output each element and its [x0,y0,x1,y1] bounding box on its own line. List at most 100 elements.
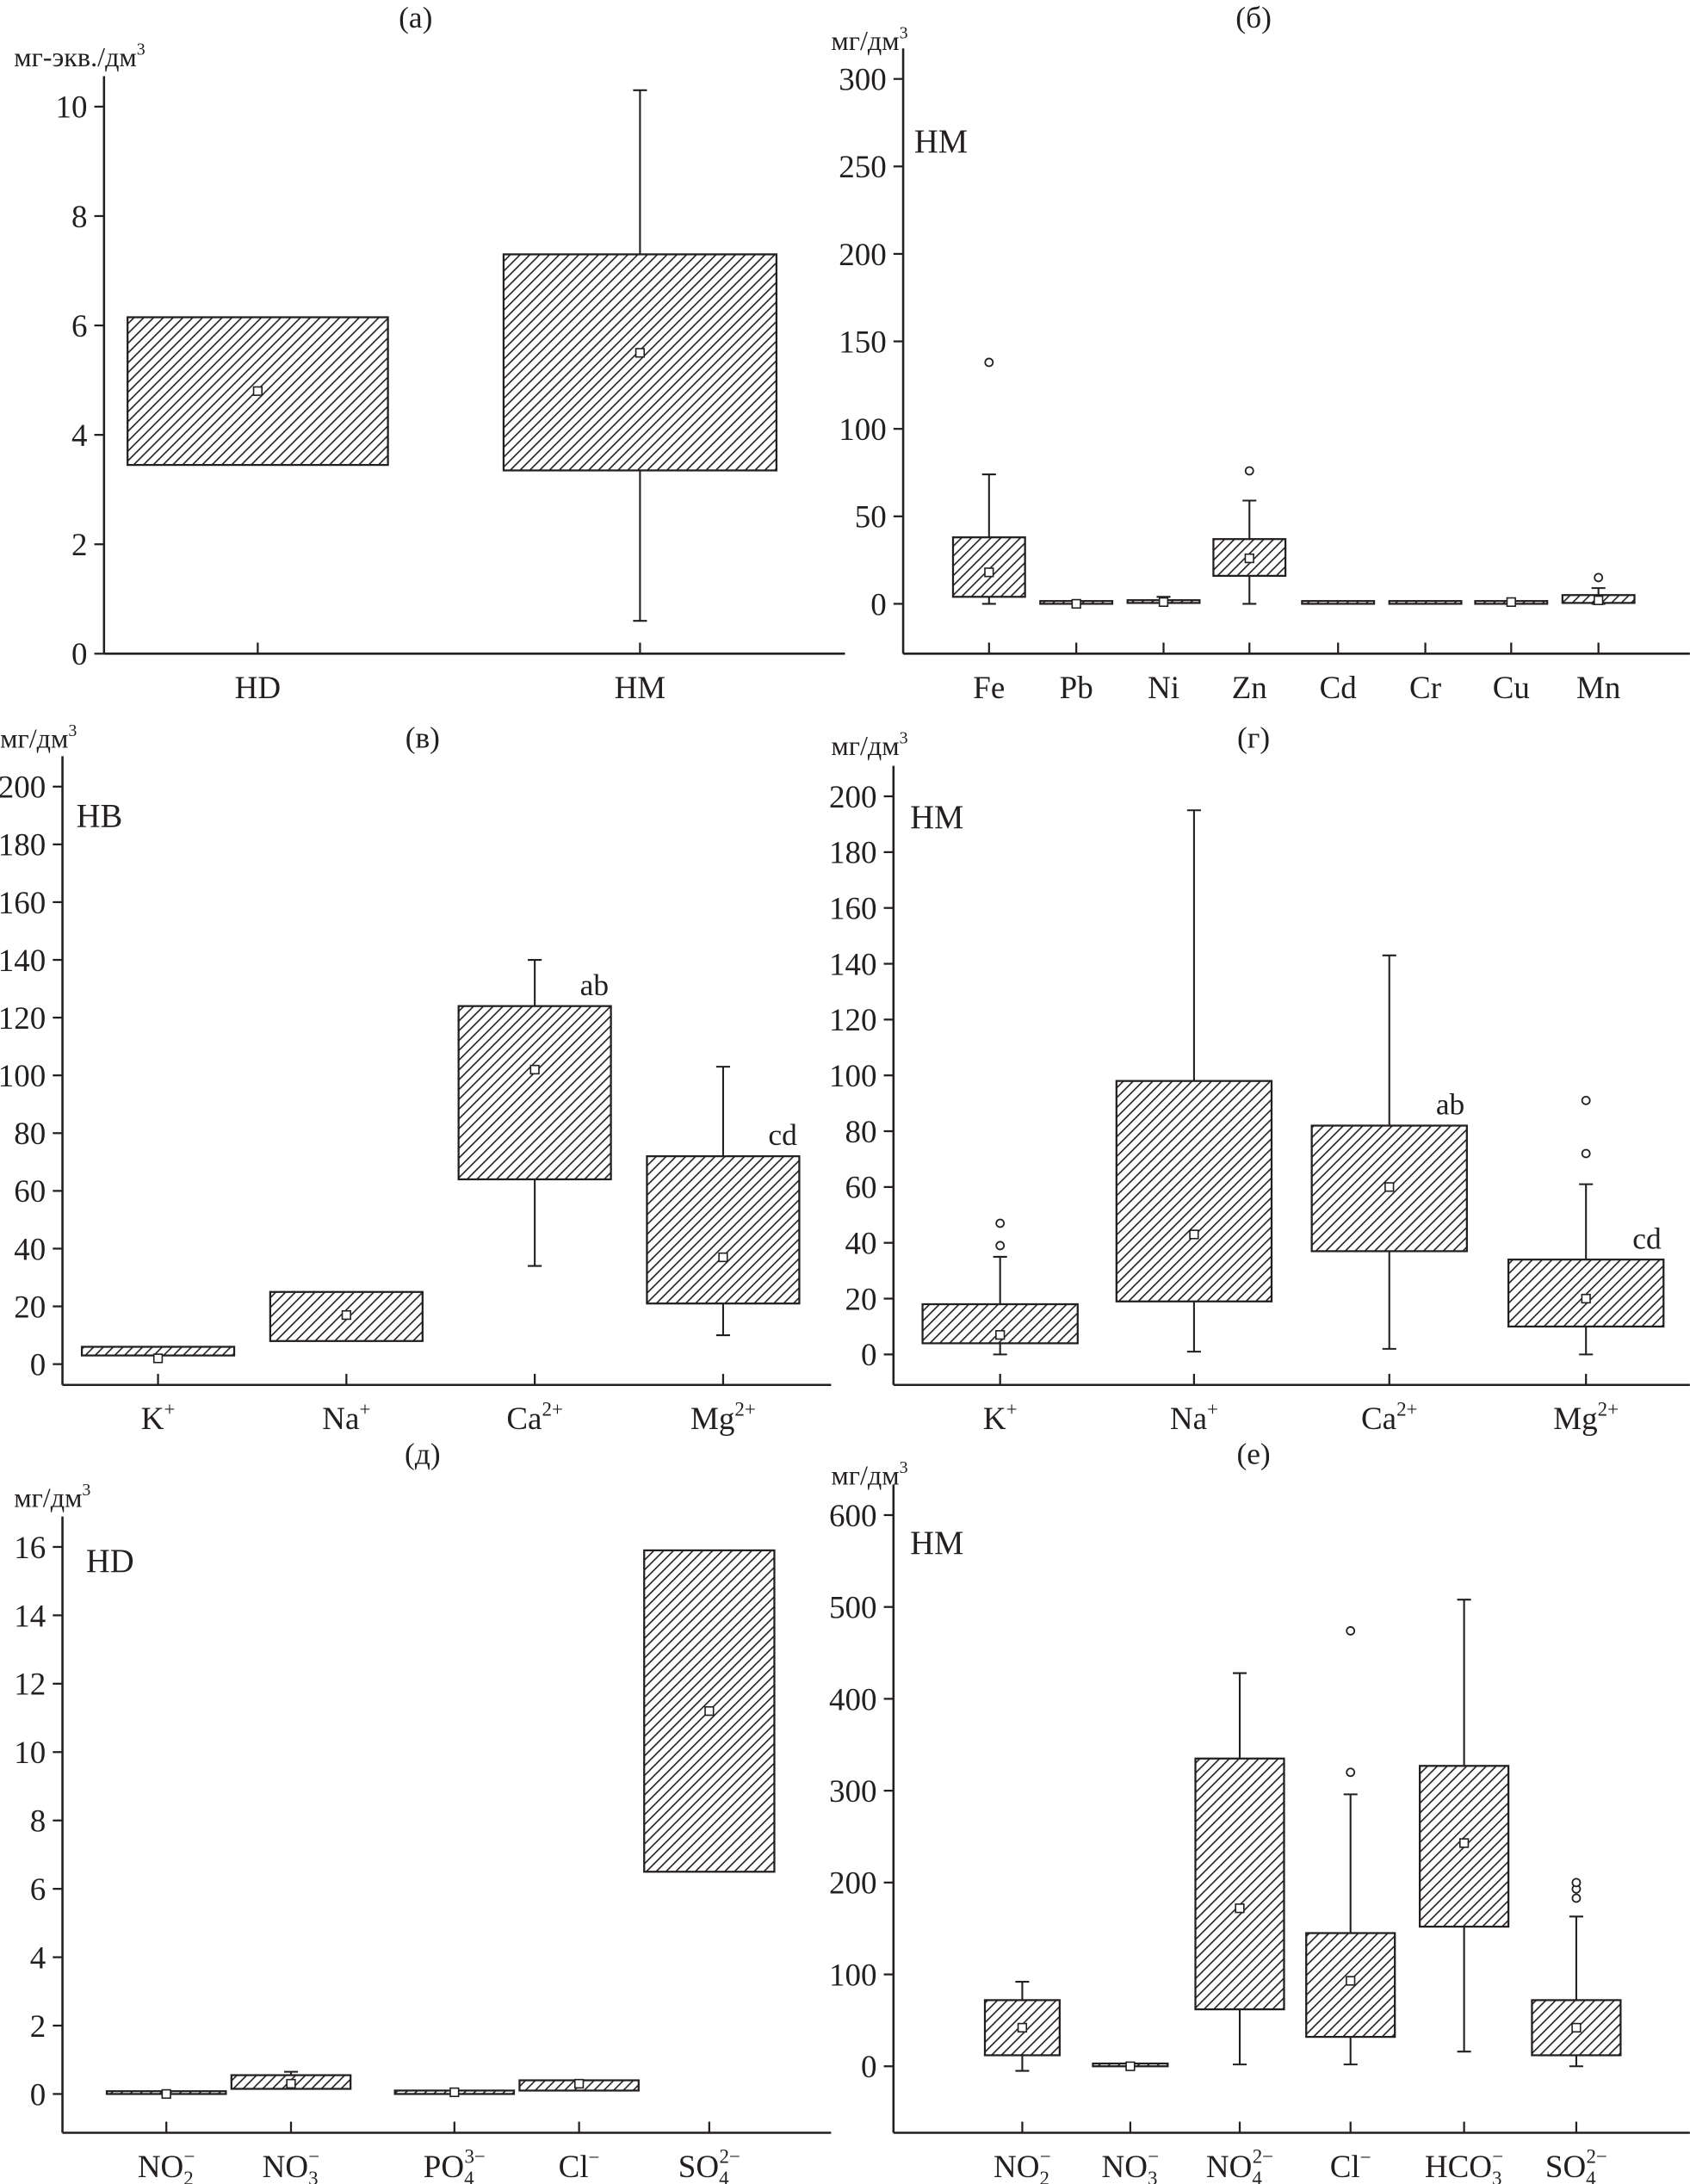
y-tick-label: 4 [71,418,88,454]
panel-1: (б) мг/дм3 HM 0 50 100 150 200 250 300 Fe Pb Ni Zn Cd C… [831,0,1690,706]
x-tick-label: Ca2+ [1361,1399,1418,1438]
box-iqr [127,316,389,467]
box-1 [1039,598,1114,609]
x-tick-label: PO43− [424,2145,486,2184]
mean-marker [1346,1976,1356,1986]
panel-0: (а) мг-экв./дм3 0 2 4 6 8 10 HD HM [14,0,845,706]
x-tick-label: Fe [973,671,1005,706]
y-tick-label: 180 [0,828,46,863]
y-tick-label: 14 [14,1599,46,1634]
x-tick-label-sup: − [1148,2145,1159,2167]
mean-marker [718,1252,728,1263]
y-tick-label: 0 [30,1347,46,1383]
x-tick-label-sub: 2 [183,2168,193,2184]
box-iqr [646,1154,801,1305]
y-tick-label: 200 [0,770,46,806]
y-tick-label: 300 [839,63,887,98]
x-tick-label-sub: 4 [1252,2168,1262,2184]
outlier-point [1581,1095,1591,1105]
mean-marker [1571,2022,1582,2033]
x-tick-label-sup: 2+ [1598,1399,1619,1420]
box-2 [393,2087,516,2098]
significance-label: cd [1632,1221,1662,1255]
mean-marker [984,567,994,578]
y-tick-label: 600 [829,1499,877,1534]
y-tick-label: 6 [30,1872,46,1908]
x-tick-label-sup: 2− [1587,2145,1607,2167]
mean-marker [1506,597,1516,608]
y-tick-label: 80 [845,1115,877,1150]
x-tick-label: Cr [1409,671,1441,706]
y-tick-label: 20 [14,1290,46,1325]
box-2: ab [457,958,612,1267]
mean-marker [635,348,646,358]
y-axis-label-base: мг/дм [831,1460,899,1491]
x-tick-label: Ni [1148,671,1179,706]
significance-label: ab [1436,1087,1464,1122]
panel-title: (е) [1236,1436,1270,1470]
y-tick-label: 16 [14,1531,46,1566]
outlier-point [1571,1878,1582,1888]
outlier-point [984,357,994,368]
x-tick-label: NO2− [138,2145,195,2184]
x-tick-label-base: Cl [559,2150,589,2184]
x-tick-label-sub: 3 [1148,2168,1157,2184]
y-axis-label: мг/дм3 [14,1481,90,1513]
y-tick-label: 8 [71,200,88,235]
y-tick-label: 180 [829,836,877,871]
outlier-point [1581,1148,1591,1159]
y-axis-label-base: мг/дм [831,730,899,761]
mean-marker [1071,598,1081,609]
mean-marker [1017,2022,1028,2033]
y-tick-label: 4 [30,1940,46,1976]
x-tick-label: Mn [1576,671,1620,706]
box-3: cd [1507,1095,1665,1356]
mean-marker [152,1353,164,1364]
x-tick-label-base: HD [235,671,281,706]
y-tick-label: 40 [845,1227,877,1262]
x-tick-label-sup: + [359,1399,370,1420]
y-tick-label: 0 [71,637,88,672]
x-tick-label-base: NO [1206,2150,1252,2184]
x-tick-label-base: NO [263,2150,308,2184]
outlier-point [1346,1767,1356,1778]
y-tick-label: 100 [839,412,887,448]
x-tick-label: Pb [1060,671,1093,706]
mean-marker [1594,595,1604,605]
x-tick-label-sub: 4 [1586,2168,1596,2184]
x-tick-label: SO42− [678,2145,740,2184]
y-axis-label-sup: 3 [900,23,908,42]
box-3 [1305,1626,1396,2066]
outlier-point [1571,1893,1582,1903]
x-tick-label-base: Ni [1148,671,1179,706]
mean-marker [341,1309,351,1321]
mean-marker [573,2078,585,2089]
y-tick-label: 80 [14,1117,46,1152]
box-4 [1301,600,1376,605]
y-tick-label: 150 [839,325,887,360]
box-2 [1194,1672,1285,2066]
x-tick-label-base: NO [994,2150,1039,2184]
x-tick-label: NO3− [263,2145,320,2184]
box-7 [1561,572,1636,605]
box-1 [1092,2061,1169,2071]
box-4 [1419,1599,1510,2053]
outlier-point [995,1218,1006,1228]
x-tick-label-base: Cl [1330,2150,1360,2184]
y-axis-label-base: мг/дм [0,723,68,754]
y-tick-label: 10 [56,90,88,126]
box-1 [502,89,777,622]
x-tick-label-base: HM [615,671,666,706]
box-iqr [951,536,1026,598]
y-tick-label: 8 [30,1804,46,1840]
y-tick-label: 40 [14,1232,46,1267]
outlier-point [1244,466,1254,476]
y-tick-label: 2 [71,528,88,563]
box-5 [1531,1878,1622,2068]
outlier-point [1594,572,1604,583]
y-tick-label: 140 [829,947,877,982]
panel-title: (а) [399,0,432,34]
x-tick-label-sub: 4 [719,2168,729,2184]
